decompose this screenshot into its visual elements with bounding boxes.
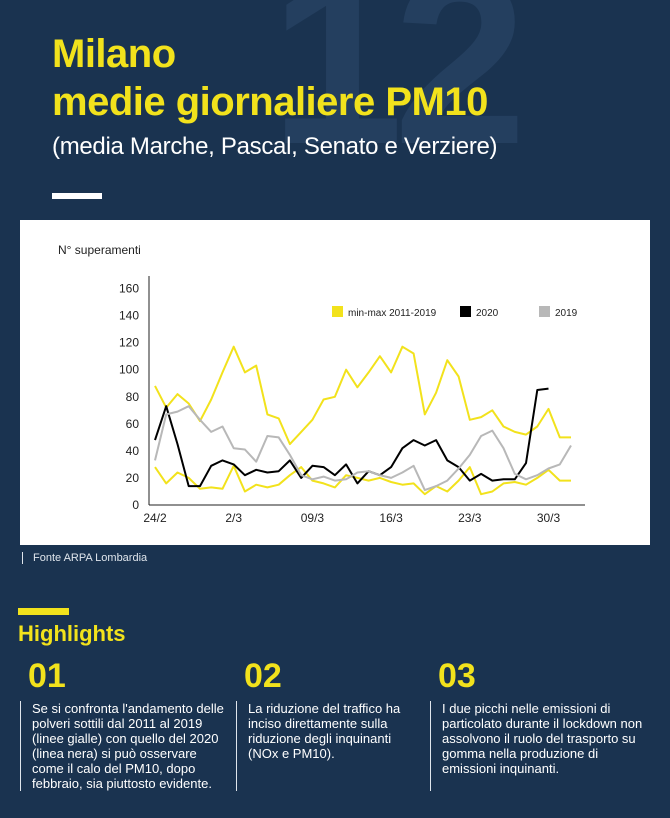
x-tick-label: 30/3 [537,511,561,525]
series-line-min-max-lower [154,464,571,496]
title-line-2: medie giornaliere PM10 [52,80,488,124]
legend-label: 2020 [476,308,499,319]
highlight-text: Se si confronta l'andamento delle polver… [20,701,225,791]
page-title: Milano medie giornaliere PM10 [52,30,488,126]
x-tick-label: 24/2 [143,511,167,525]
highlight-text: I due picchi nelle emissioni di particol… [430,701,645,791]
series-line-2019 [154,405,572,492]
x-tick-label: 2/3 [225,511,242,525]
y-tick-label: 80 [126,390,140,404]
x-tick-labels: 24/2 2/3 09/3 16/3 23/3 30/3 [143,511,560,525]
y-tick-label: 100 [119,363,139,377]
series-line-2020 [154,387,549,488]
highlights-title: Highlights [18,621,126,646]
title-line-1: Milano [52,32,176,76]
x-tick-label: 23/3 [458,511,482,525]
y-tick-label: 20 [126,471,140,485]
highlights-accent-bar [18,608,69,615]
background-number: 12 [270,0,527,194]
x-tick-label: 09/3 [301,511,325,525]
chart-card: N° superamenti 0 20 40 60 80 100 120 140 160 24/… [20,220,650,545]
y-tick-label: 40 [126,444,140,458]
y-tick-label: 0 [132,498,139,512]
highlight-item-1: 01 Se si confronta l'andamento delle pol… [20,657,225,791]
legend-label: min-max 2011-2019 [348,308,437,319]
legend-swatch [332,306,343,317]
legend-swatch [539,306,550,317]
highlight-text: La riduzione del traffico ha inciso dire… [236,701,411,791]
highlight-item-2: 02 La riduzione del traffico ha inciso d… [236,657,411,791]
legend-label: 2019 [555,308,578,319]
page-subtitle: (media Marche, Pascal, Senato e Verziere… [52,133,498,160]
title-underline [52,193,102,199]
y-axis-label: N° superamenti [58,243,141,257]
y-tick-label: 60 [126,417,140,431]
y-tick-labels: 0 20 40 60 80 100 120 140 160 [119,282,139,512]
highlight-number: 03 [438,657,476,695]
x-tick-label: 16/3 [379,511,403,525]
highlight-number: 01 [28,657,66,695]
y-tick-label: 120 [119,336,139,350]
legend-swatch [460,306,471,317]
highlight-item-3: 03 I due picchi nelle emissioni di parti… [430,657,645,791]
series-lines [154,345,572,496]
y-tick-label: 160 [119,282,139,296]
pm10-line-chart: N° superamenti 0 20 40 60 80 100 120 140 160 24/… [58,243,585,525]
series-line-min-max-2011-2019 [154,345,571,446]
source-note: Fonte ARPA Lombardia [22,552,147,564]
legend: min-max 2011-2019 2020 2019 [332,306,578,319]
highlight-number: 02 [244,657,282,695]
y-tick-label: 140 [119,309,139,323]
